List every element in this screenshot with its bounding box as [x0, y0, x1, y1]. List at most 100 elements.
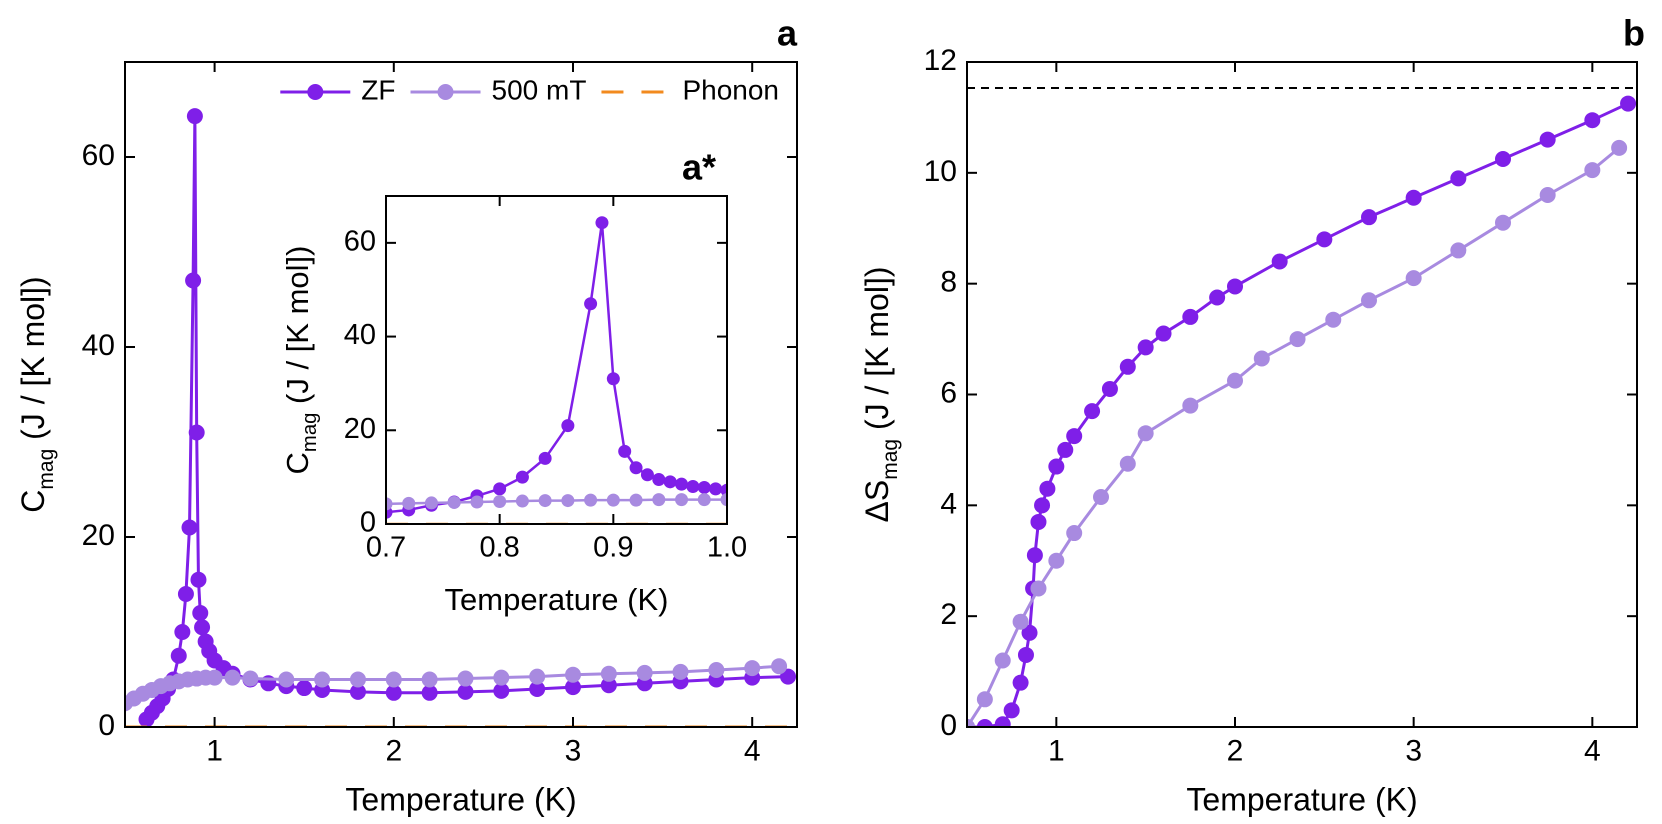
data-point [421, 684, 438, 701]
data-point [1039, 480, 1056, 497]
data-point [600, 665, 617, 682]
data-point [1253, 350, 1270, 367]
data-point [1057, 441, 1074, 458]
data-point [181, 519, 198, 536]
y-axis-label: Cmag (J / [K mol]) [280, 246, 321, 475]
data-point [1611, 139, 1628, 156]
x-tick-label: 3 [1405, 734, 1422, 767]
data-point [618, 444, 632, 458]
data-point [538, 494, 552, 508]
data-point [314, 671, 331, 688]
data-point [720, 493, 727, 507]
legend-label: ZF [361, 74, 395, 105]
data-point [529, 668, 546, 685]
plot-area [967, 62, 1637, 727]
y-tick-label: 40 [82, 329, 115, 362]
data-point [1030, 513, 1047, 530]
data-point [708, 662, 725, 678]
x-tick-label: 1.0 [707, 531, 747, 563]
legend-item: 500 mT [410, 74, 586, 105]
data-point [1182, 308, 1199, 325]
data-point [1048, 458, 1065, 475]
data-point [1066, 525, 1083, 542]
data-point [565, 666, 581, 683]
data-point [1271, 253, 1288, 270]
y-tick-label: 20 [82, 519, 115, 552]
data-point [174, 624, 191, 640]
y-tick-label: 10 [924, 155, 957, 188]
legend-marker [307, 84, 324, 100]
data-point [170, 647, 187, 664]
data-point [457, 683, 474, 700]
data-point [1405, 189, 1422, 206]
data-point [1084, 403, 1101, 420]
data-point [385, 671, 402, 688]
y-axis-label-part: C [280, 452, 315, 474]
data-point [600, 677, 617, 694]
panel-label: b [1623, 13, 1645, 54]
y-tick-label: 0 [360, 507, 376, 539]
data-point [185, 272, 202, 289]
data-point [1017, 646, 1034, 663]
data-point [636, 664, 653, 681]
x-tick-label: 1 [1048, 734, 1065, 767]
data-point [976, 691, 993, 708]
legend-item: Phonon [601, 74, 779, 105]
data-point [652, 493, 666, 507]
legend-item: ZF [280, 74, 396, 105]
data-point [1620, 95, 1637, 112]
y-axis-label: ΔSmag (J / [K mol]) [859, 266, 902, 522]
x-tick-label: 2 [1227, 734, 1244, 767]
data-point [386, 497, 393, 511]
data-point [595, 216, 609, 230]
data-point [1012, 613, 1029, 630]
y-tick-label: 40 [344, 319, 376, 351]
data-point [470, 495, 484, 509]
data-point [402, 496, 416, 510]
y-tick-label: 6 [940, 376, 957, 409]
data-point [771, 658, 788, 675]
data-point [1119, 358, 1136, 375]
data-point [561, 494, 575, 508]
x-axis-label: Temperature (K) [345, 781, 576, 817]
data-point [1048, 552, 1065, 569]
data-point [278, 671, 295, 688]
data-point [686, 480, 700, 494]
data-point [565, 679, 581, 696]
panel-label: a* [682, 147, 716, 188]
y-axis-label-part: ΔS [859, 480, 895, 523]
data-point [529, 681, 546, 697]
x-tick-label: 0.7 [366, 531, 406, 563]
data-point [1325, 311, 1342, 328]
series-line [386, 498, 727, 506]
data-point [1495, 150, 1511, 167]
data-point [1289, 331, 1306, 348]
data-point [493, 682, 510, 699]
data-point [994, 652, 1011, 669]
data-point [385, 684, 402, 701]
data-point [242, 670, 259, 687]
data-point [1026, 547, 1043, 564]
data-point [1450, 170, 1467, 187]
data-point [606, 493, 620, 507]
data-point [194, 619, 211, 636]
data-point [1209, 289, 1226, 306]
x-axis-label: Temperature (K) [1186, 781, 1417, 817]
data-point [1012, 674, 1029, 691]
plot-frame [385, 195, 728, 525]
x-tick-label: 0.8 [480, 531, 520, 563]
data-point [584, 297, 598, 311]
data-point [697, 493, 711, 507]
x-tick-label: 3 [565, 734, 582, 767]
y-tick-label: 0 [940, 709, 957, 742]
data-point [1361, 209, 1377, 226]
data-point [1539, 187, 1556, 203]
data-point [349, 683, 366, 700]
data-point [515, 494, 529, 508]
data-point [493, 482, 507, 496]
data-point [561, 419, 575, 433]
data-point [447, 495, 461, 509]
data-point [1316, 231, 1333, 248]
data-point [538, 451, 552, 465]
